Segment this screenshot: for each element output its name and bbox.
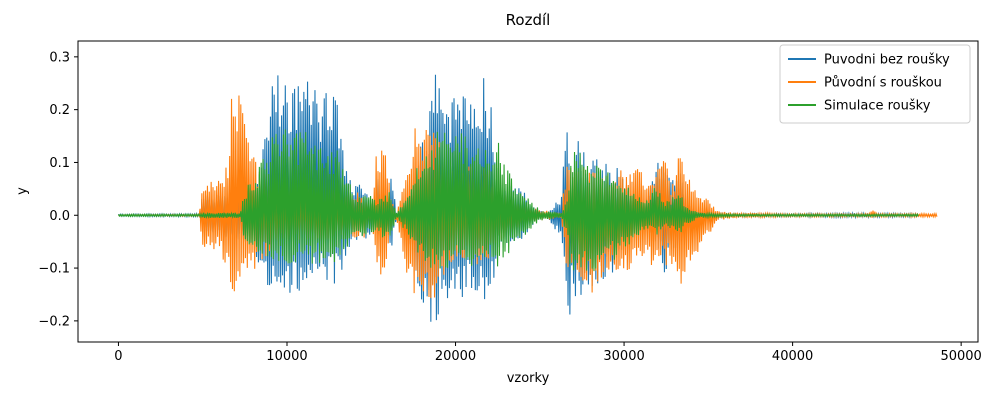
y-tick-label: 0.3 [49, 50, 70, 65]
legend: Puvodni bez roušky Původní s rouškou Simul… [779, 44, 971, 124]
x-axis-label: vzorky [507, 371, 550, 386]
x-tick-label: 40000 [772, 349, 813, 364]
chart-title: Rozdíl [506, 11, 551, 29]
legend-label-2: Původní s rouškou [824, 76, 942, 91]
plot-area [117, 74, 938, 322]
y-axis-label: y [15, 187, 30, 195]
y-tick-label: 0.1 [49, 156, 70, 171]
series-line-3 [117, 129, 919, 272]
x-tick-label: 30000 [603, 349, 644, 364]
y-tick-label: 0.0 [49, 209, 70, 224]
y-tick-label: −0.2 [38, 314, 70, 329]
x-tick-label: 50000 [940, 349, 981, 364]
y-tick-label: −0.1 [38, 262, 70, 277]
x-tick-label: 0 [114, 349, 122, 364]
x-tick-label: 10000 [266, 349, 307, 364]
x-tick-label: 20000 [435, 349, 476, 364]
legend-box [779, 44, 971, 124]
legend-label-1: Puvodni bez roušky [824, 53, 950, 68]
legend-label-3: Simulace roušky [824, 99, 931, 114]
axes-frame [77, 40, 979, 343]
y-tick-label: 0.2 [49, 103, 70, 118]
